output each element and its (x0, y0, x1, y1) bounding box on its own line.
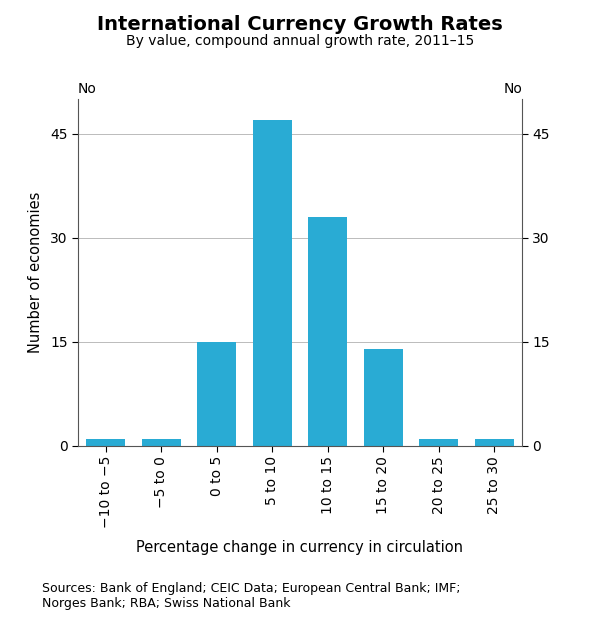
Bar (197, 342, 236, 446)
Text: By value, compound annual growth rate, 2011–15: By value, compound annual growth rate, 2… (126, 34, 474, 48)
Bar (475, 439, 514, 446)
Y-axis label: Number of economies: Number of economies (28, 192, 43, 353)
X-axis label: Percentage change in currency in circulation: Percentage change in currency in circula… (137, 540, 464, 555)
Bar (86, 439, 125, 446)
Bar (253, 120, 292, 446)
Text: No: No (503, 82, 522, 95)
Text: No: No (78, 82, 97, 95)
Bar (308, 217, 347, 446)
Text: International Currency Growth Rates: International Currency Growth Rates (97, 15, 503, 35)
Bar (419, 439, 458, 446)
Text: Sources: Bank of England; CEIC Data; European Central Bank; IMF;
Norges Bank; RB: Sources: Bank of England; CEIC Data; Eur… (42, 582, 461, 610)
Bar (142, 439, 181, 446)
Bar (364, 348, 403, 446)
